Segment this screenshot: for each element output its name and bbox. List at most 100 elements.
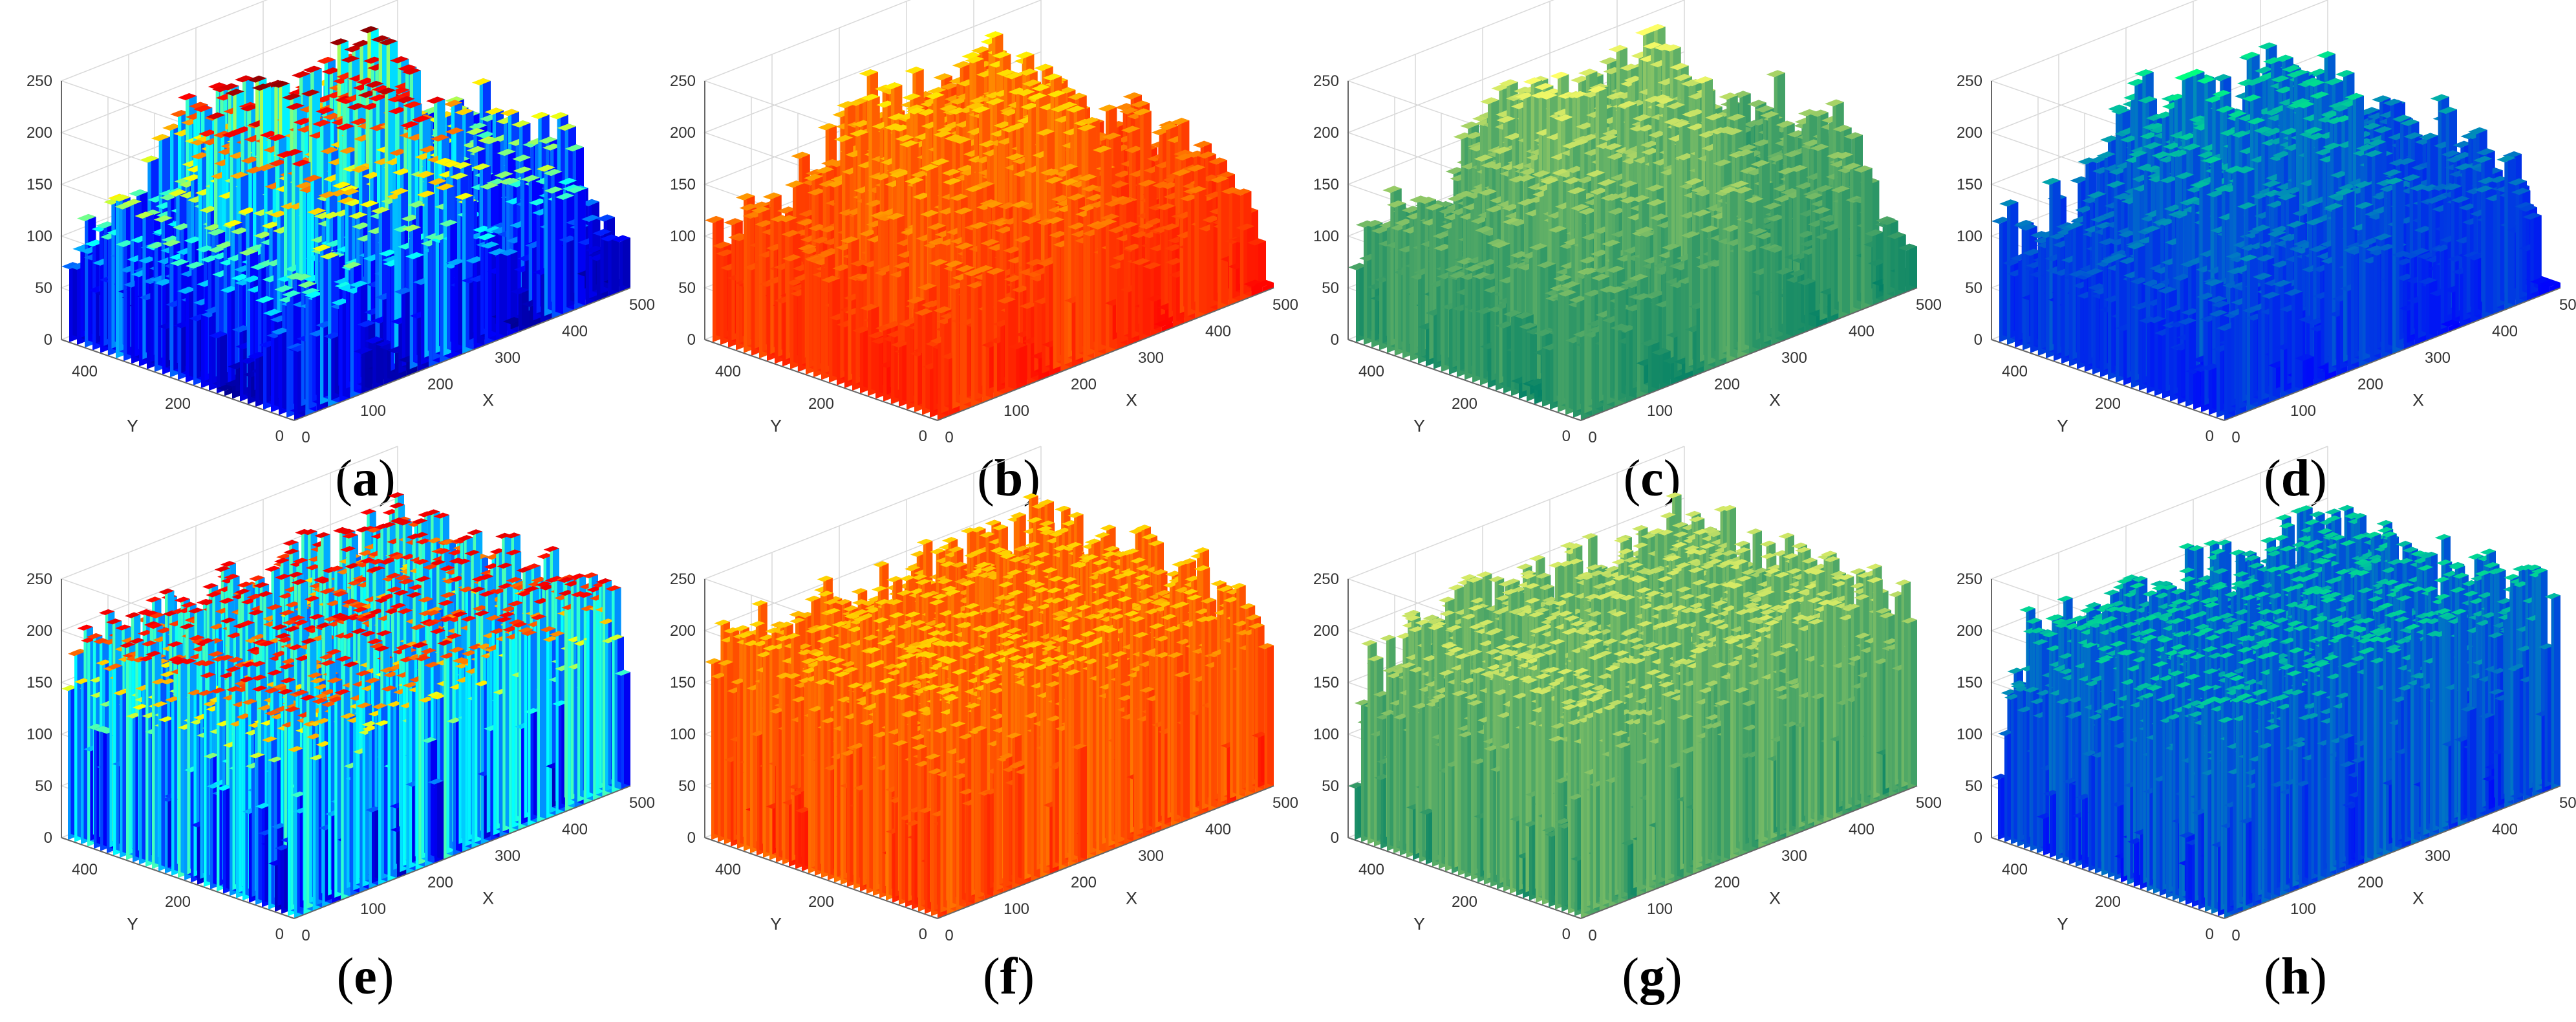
surface-column-top [282, 290, 301, 298]
surface-column-top [971, 105, 991, 113]
surface-column-top [220, 285, 239, 293]
surface-column-top [411, 115, 431, 123]
surface-column-top [193, 105, 213, 113]
surface-column-top [713, 241, 732, 249]
surface-column-top [312, 120, 332, 127]
surface-column-top [468, 122, 488, 130]
surface-column-top [997, 296, 1016, 304]
surface-column-top [980, 199, 999, 207]
z-tick-label: 250 [27, 72, 52, 90]
surface-column-top [528, 198, 548, 206]
surface-column-top [1016, 89, 1035, 96]
surface-column-top [892, 124, 911, 132]
surface-column-top [777, 206, 797, 214]
z-tick-label: 50 [35, 279, 52, 297]
surface-column-top [954, 242, 974, 250]
surface-column-top [400, 121, 420, 129]
surface-column-top [566, 186, 586, 193]
surface-column-top [736, 193, 755, 201]
surface-column-top [500, 109, 519, 116]
surface-column-side [623, 235, 630, 288]
surface-column-top [943, 177, 962, 185]
surface-column-top [402, 224, 421, 232]
surface-column-top [274, 285, 294, 292]
surface [61, 26, 630, 420]
surface-column-top [1080, 117, 1100, 125]
surface-column-top [370, 206, 390, 214]
surface-column-top [96, 221, 115, 229]
surface-column-top [303, 65, 322, 73]
surface-column-top [939, 104, 958, 112]
surface-column-top [271, 80, 290, 88]
surface-column-top [585, 245, 604, 253]
surface-column-top [401, 214, 420, 222]
surface-column-top [1068, 222, 1087, 230]
surface-column-top [316, 56, 336, 64]
surface-column-top [521, 175, 540, 182]
surface-column-top [134, 212, 154, 219]
surface-column-top [840, 236, 859, 244]
surface-column-top [220, 83, 239, 91]
x-tick-label: 300 [495, 349, 521, 367]
surface-column-side [522, 287, 530, 328]
surface-column-top [985, 98, 1005, 105]
surface-column-top [455, 192, 474, 200]
surface-column-top [914, 308, 934, 316]
surface-column-top [975, 180, 994, 188]
surface-column-top [261, 221, 281, 229]
surface-column-top [466, 146, 486, 153]
surface-column-top [966, 102, 985, 110]
x-tick-label: 200 [427, 376, 453, 393]
surface-column-top [834, 135, 853, 142]
surface-column-top [750, 201, 769, 209]
surface-column-top [611, 235, 630, 243]
surface-column-top [239, 248, 258, 256]
surface-column-top [1067, 193, 1086, 201]
surface-column-top [376, 340, 395, 347]
surface-column-top [868, 331, 887, 339]
surface-column-top [755, 220, 774, 228]
surface-column-top [427, 178, 447, 186]
surface-column-top [1031, 84, 1051, 92]
surface-column-top [815, 166, 834, 174]
surface-column-top [323, 113, 342, 120]
surface-column-top [484, 107, 504, 115]
surface-column-top [1059, 164, 1079, 171]
surface-column-top [196, 245, 215, 253]
surface-column-side [555, 186, 563, 314]
surface-column-top [1022, 217, 1041, 224]
surface-column-top [859, 229, 878, 237]
surface-column-top [230, 171, 249, 179]
surface-column-top [252, 83, 271, 91]
surface-column-top [301, 288, 320, 296]
surface-column-top [344, 199, 363, 206]
surface-column-top [434, 157, 453, 165]
surface-column-top [316, 107, 335, 114]
surface-column-top [312, 244, 332, 252]
surface-column-top [1028, 92, 1047, 100]
surface-column-top [351, 166, 370, 173]
surface-column-top [161, 235, 180, 243]
surface-column-top [984, 31, 1004, 39]
surface-column-top [476, 131, 495, 138]
surface-column-top [129, 189, 148, 197]
surface-column-top [248, 351, 267, 359]
surface-column-top [378, 249, 398, 257]
surface-column-top [189, 102, 208, 109]
surface-column-side [376, 336, 384, 386]
surface-column-top [358, 91, 377, 98]
surface-column-top [944, 260, 963, 268]
surface-column-top [477, 233, 496, 241]
surface-column-top [329, 38, 349, 46]
surface-column-top [321, 67, 341, 75]
surface-column-top [215, 241, 235, 249]
surface-column-top [488, 248, 508, 256]
surface-column-top [883, 82, 903, 90]
surface-column-top [293, 118, 312, 125]
surface-column-top [876, 100, 896, 108]
surface-column-top [956, 164, 976, 172]
surface-column-top [770, 215, 789, 223]
surface-column-top [778, 215, 797, 223]
surface-column-top [716, 249, 735, 257]
